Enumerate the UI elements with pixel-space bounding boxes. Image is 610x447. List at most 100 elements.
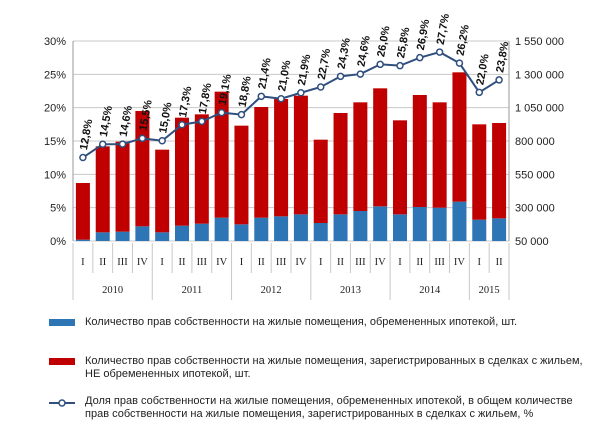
bar-non-mortgage [333,113,348,215]
bar-non-mortgage [194,114,209,224]
bar-mortgage [254,217,269,241]
left-axis-tick-label: 0% [50,236,66,248]
quarter-label: IV [375,257,386,268]
legend-label: Количество прав собственности на жилые п… [85,316,518,328]
share-data-label: 24,3% [336,37,353,70]
legend-swatch-blue [49,319,75,326]
share-data-label: 26,0% [375,25,392,58]
quarter-label: I [398,257,402,268]
share-line-series [79,48,503,162]
quarter-label: II [337,257,344,268]
left-axis-tick-label: 30% [44,36,66,48]
legend-swatch-red [49,358,75,365]
bar-mortgage [135,226,150,241]
bar-non-mortgage [373,88,388,207]
bar-non-mortgage [293,95,308,215]
quarter-label: III [355,257,366,268]
bar-mortgage [214,217,229,241]
right-axis-tick-label: 1 300 000 [515,69,564,81]
bar-mortgage [333,214,348,241]
bar-non-mortgage [412,95,427,207]
bar-mortgage [115,231,130,241]
bar-non-mortgage [432,102,447,208]
bar-non-mortgage [472,124,487,220]
bar-mortgage [313,223,328,241]
share-point [217,108,226,117]
left-axis-tick-label: 5% [50,203,66,215]
right-axis-tick-label: 800 000 [515,136,555,148]
year-label: 2013 [340,285,361,296]
bar-non-mortgage [393,120,407,215]
share-point [376,60,384,69]
share-point [297,88,305,97]
share-point [257,92,266,101]
left-axis-tick-label: 10% [44,169,66,181]
share-data-label: 23,8% [494,40,511,73]
year-label: 2011 [182,285,203,296]
quarter-label: III [117,257,128,268]
share-data-label: 18,8% [237,75,254,108]
quarter-label: IV [137,257,148,268]
share-point [277,94,285,103]
left-axis-tick-label: 20% [44,103,66,115]
share-point [495,76,503,84]
bar-mortgage [452,201,467,241]
bar-mortgage [432,207,447,241]
year-label: 2010 [102,285,123,296]
right-axis-tick-label: 550 000 [515,169,555,181]
share-data-label: 27,7% [435,13,452,46]
quarter-label: I [160,257,164,268]
bar-mortgage [274,216,289,241]
quarter-label: III [197,257,208,268]
share-data-label: 12,8% [78,118,95,151]
share-data-label: 22,7% [316,48,333,81]
bar-non-mortgage [115,141,130,232]
year-label: 2012 [261,285,282,296]
share-point [98,140,107,148]
share-point [237,110,246,119]
bar-mortgage [175,225,189,241]
share-point [356,70,365,78]
share-point [336,72,345,81]
right-axis-tick-label: 50 000 [515,236,549,248]
axes [72,41,510,241]
share-data-label: 21,0% [276,59,293,92]
bar-non-mortgage [75,183,90,240]
left-axis-tick-label: 25% [44,69,66,81]
quarter-label: III [434,257,445,268]
share-point [138,134,147,143]
quarter-label: IV [216,257,227,268]
share-data-label: 22,0% [474,53,491,86]
share-data-label: 15,5% [138,99,155,132]
share-point [455,59,464,67]
axis-tick-labels: 0% 50 000 5% 300 000 10% 550 000 15% 800 000 20%… [44,36,564,248]
share-data-label: 15,0% [157,101,174,134]
share-data-label: 17,3% [177,85,194,118]
share-point [118,140,127,148]
share-data-label: 21,9% [296,53,313,86]
bar-mortgage [234,224,249,241]
bar-mortgage [155,232,170,241]
x-axis-categories: I II III IV I II III IV I II III IV I II III IV I II III IV… [72,243,510,300]
share-point [475,88,484,97]
data-labels: 12,8% 14,5% 14,6% 15,5% 15,0% 17,3% 17,8% 19,1%… [78,13,511,151]
share-data-label: 21,4% [256,57,273,90]
year-label: 2015 [479,285,500,296]
bar-non-mortgage [492,123,507,219]
quarter-label: II [179,257,186,268]
bar-non-mortgage [175,117,189,226]
bar-mortgage [95,232,110,241]
bar-mortgage [412,207,427,241]
bar-non-mortgage [234,125,249,225]
quarter-label: II [258,257,265,268]
quarter-label: IV [454,257,465,268]
combo-chart: 12,8% 14,5% 14,6% 15,5% 15,0% 17,3% 17,8% 19,1%… [44,13,564,300]
year-label: 2014 [419,285,441,296]
share-point [316,83,325,91]
share-point [79,153,87,162]
legend-label: Доля прав собственности на жилые помещен… [85,395,573,420]
quarter-label: I [478,257,482,268]
right-axis-tick-label: 1 550 000 [515,36,564,48]
bar-series [75,72,507,241]
share-data-label: 14,5% [98,105,115,138]
